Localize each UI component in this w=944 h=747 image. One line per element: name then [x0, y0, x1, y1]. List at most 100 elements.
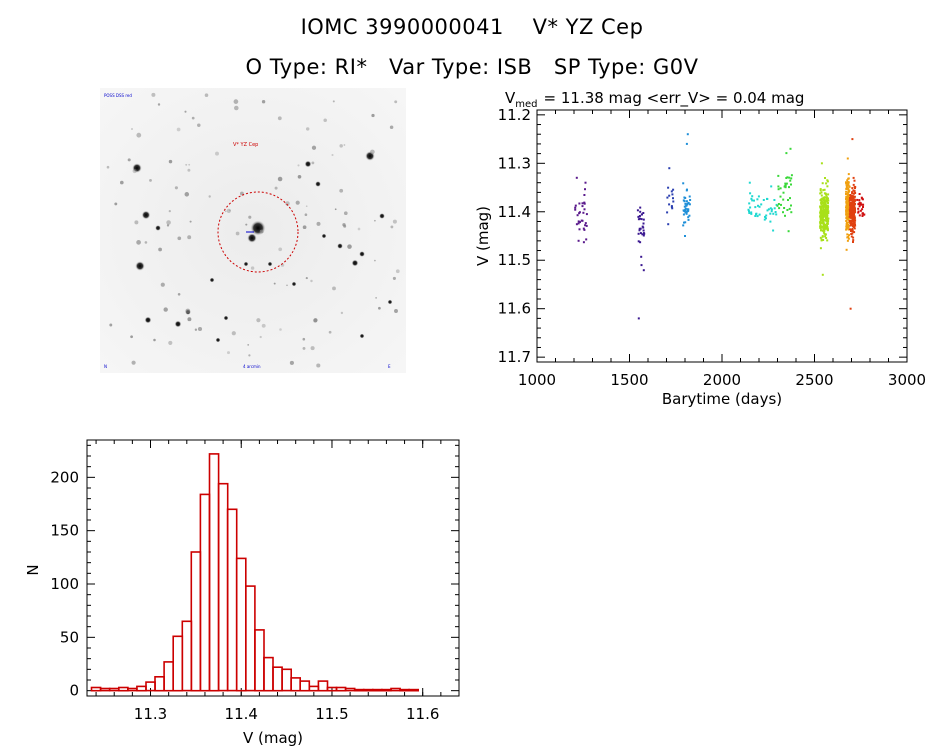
lc-point [848, 195, 850, 198]
sky-star-24 [267, 261, 273, 267]
lc-point [850, 196, 852, 199]
lc-point [825, 216, 828, 218]
hist-bar [353, 688, 365, 692]
lc-point [825, 200, 828, 203]
sky-label-bottom-right: E [388, 364, 391, 369]
lc-point [682, 209, 685, 212]
lc-point [826, 221, 829, 224]
lc-point [826, 227, 829, 230]
lc-point [846, 233, 849, 236]
lc-point [850, 215, 853, 218]
lc-point [846, 203, 849, 206]
lc-point [823, 199, 826, 201]
lc-point [826, 229, 829, 232]
hist-xtick-label: 11.5 [315, 705, 348, 723]
lc-point [822, 218, 825, 221]
lc-point [754, 215, 757, 217]
lc-point [822, 196, 825, 199]
hist-axes-ticks: 11.3 11.4 11.5 11.6 0 50 100 150 200 [50, 440, 460, 723]
lc-point [850, 208, 853, 211]
lc-point [850, 213, 853, 215]
lc-point [853, 216, 855, 219]
sky-star-19 [223, 315, 229, 321]
lc-point [822, 209, 825, 212]
lc-point [824, 210, 827, 213]
lc-point [820, 206, 823, 209]
lc-point [846, 192, 849, 195]
lc-point [827, 193, 830, 196]
lc-point [848, 234, 850, 237]
hist-xlabel: V (mag) [243, 729, 303, 747]
lc-point [853, 227, 856, 230]
sky-faint-star-5 [134, 220, 139, 225]
lc-point [851, 210, 854, 212]
lc-point [851, 228, 854, 230]
lc-point [824, 209, 827, 212]
lc-point [670, 190, 673, 193]
lc-xtick-label: 2000 [703, 371, 741, 389]
lc-point [819, 213, 822, 216]
lc-point [851, 208, 854, 211]
lc-point [825, 204, 828, 207]
sky-faint-star-33 [305, 127, 310, 131]
target-circle [217, 191, 299, 273]
lc-point [824, 193, 827, 195]
lc-point [845, 209, 848, 212]
lc-point [770, 210, 773, 213]
lc-point [822, 207, 825, 210]
hist-bar [326, 686, 338, 692]
lc-point-outlier [787, 230, 790, 233]
lc-point [760, 203, 763, 206]
lc-point [849, 207, 852, 210]
lc-point [850, 205, 853, 208]
lc-point [822, 216, 825, 219]
lc-point [683, 209, 685, 212]
lc-point [848, 215, 851, 218]
lc-point-outlier [685, 142, 688, 145]
lc-point [861, 212, 864, 215]
sky-star-22 [387, 299, 393, 305]
lc-point [784, 184, 787, 187]
lc-point [846, 196, 849, 199]
lc-point [764, 215, 766, 218]
lc-point [846, 222, 848, 225]
sky-faint-star-63 [197, 326, 203, 332]
sky-faint-star-7 [226, 208, 231, 214]
lc-point [642, 212, 645, 214]
lc-point [847, 212, 850, 215]
lc-point [852, 241, 854, 243]
lc-point [827, 212, 830, 215]
lc-point [852, 189, 855, 192]
lc-point [826, 204, 829, 207]
sky-faint-star-31 [177, 236, 182, 241]
lc-point [857, 211, 860, 214]
lc-point [638, 229, 641, 232]
lc-point [757, 204, 759, 207]
lc-point [823, 209, 826, 212]
lc-point [847, 214, 850, 216]
sky-star-21 [359, 333, 365, 339]
lc-title-sub: med [515, 99, 537, 110]
lc-point [583, 228, 586, 231]
lc-point [576, 214, 579, 217]
lc-point-outlier [748, 181, 751, 184]
lc-point [823, 204, 826, 207]
lc-point [861, 197, 864, 200]
lc-plot-frame [536, 109, 908, 363]
lc-point [773, 199, 776, 201]
lc-point [826, 218, 829, 221]
lc-point [850, 206, 853, 209]
lc-point [820, 201, 823, 204]
lc-point [755, 212, 758, 215]
lc-point [847, 201, 850, 204]
lc-point [640, 255, 643, 258]
lc-point [638, 227, 641, 230]
sky-star-7 [304, 160, 312, 168]
hist-ytick-label: 150 [50, 522, 79, 540]
lc-point [825, 196, 828, 199]
lc-point [852, 214, 855, 217]
lc-point [852, 196, 855, 199]
lc-point [847, 209, 850, 212]
lc-point [750, 197, 753, 200]
lc-point [684, 202, 687, 205]
